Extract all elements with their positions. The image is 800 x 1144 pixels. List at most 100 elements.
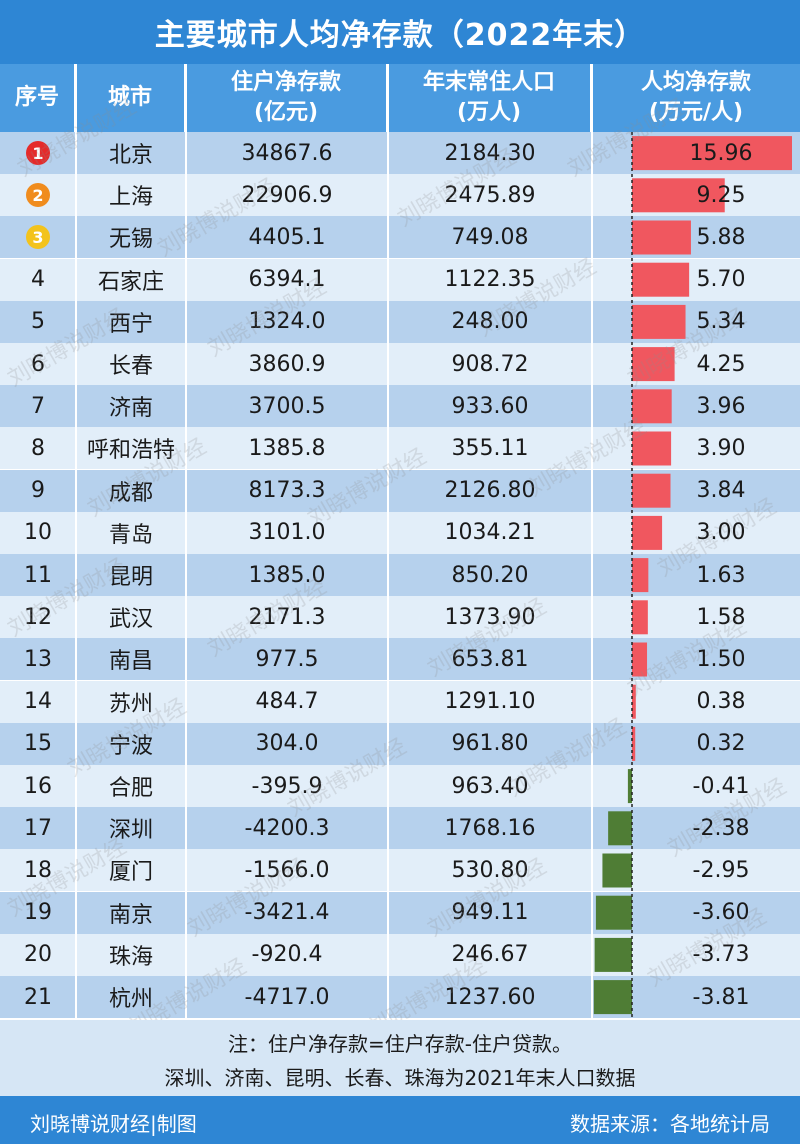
cell-deposit: -3421.4 xyxy=(186,892,388,934)
table-row: 8 呼和浩特 1385.8 355.11 3.90 xyxy=(0,427,800,470)
table-row: 4 石家庄 6394.1 1122.35 5.70 xyxy=(0,258,800,301)
cell-text: 16 xyxy=(24,773,52,799)
header-percap-line1: 人均净存款 xyxy=(640,70,751,95)
table-row: 21 杭州 -4717.0 1237.60 -3.81 xyxy=(0,976,800,1018)
cell-per-capita: -3.73 xyxy=(642,934,800,976)
cell-population: 1122.35 xyxy=(388,259,592,301)
cell-text: 上海 xyxy=(108,185,153,211)
cell-text: 1122.35 xyxy=(444,267,536,293)
cell-population: 963.40 xyxy=(388,765,592,807)
table-row: 18 厦门 -1566.0 530.80 -2.95 xyxy=(0,849,800,892)
cell-text: 4.25 xyxy=(696,351,746,377)
cell-population: 355.11 xyxy=(388,427,592,469)
cell-population: 1034.21 xyxy=(388,512,592,554)
column-divider xyxy=(387,64,389,1022)
cell-text: 深圳 xyxy=(108,818,153,844)
cell-text: 3101.0 xyxy=(248,520,326,546)
cell-text: 1324.0 xyxy=(248,309,326,335)
cell-text: 1.58 xyxy=(696,604,746,630)
cell-text: 6 xyxy=(31,351,45,377)
table-row: 1 北京 34867.6 2184.30 15.96 xyxy=(0,132,800,174)
cell-rank: 19 xyxy=(0,892,76,934)
cell-text: 3860.9 xyxy=(248,351,326,377)
cell-text: 977.5 xyxy=(255,646,319,672)
table-row: 11 昆明 1385.0 850.20 1.63 xyxy=(0,554,800,596)
cell-text: 246.67 xyxy=(451,942,529,968)
cell-rank: 9 xyxy=(0,470,76,512)
table-row: 2 上海 22906.9 2475.89 9.25 xyxy=(0,174,800,217)
table-row: 10 青岛 3101.0 1034.21 3.00 xyxy=(0,511,800,554)
cell-deposit: 484.7 xyxy=(186,681,388,723)
cell-city: 南昌 xyxy=(76,638,186,680)
cell-text: 昆明 xyxy=(108,565,153,590)
cell-text: 宁波 xyxy=(108,733,153,759)
cell-text: 1237.60 xyxy=(444,984,536,1010)
cell-city: 长春 xyxy=(76,343,186,385)
cell-text: 合肥 xyxy=(108,776,153,801)
cell-text: 961.80 xyxy=(451,731,529,757)
cell-deposit: 3101.0 xyxy=(186,512,388,554)
cell-text: 1385.8 xyxy=(248,435,326,461)
cell-text: 949.11 xyxy=(451,900,529,926)
cell-text: 5.34 xyxy=(696,309,746,335)
cell-text: 0.32 xyxy=(696,731,746,757)
cell-rank: 12 xyxy=(0,596,76,638)
cell-population: 933.60 xyxy=(388,385,592,427)
cell-city: 苏州 xyxy=(76,681,186,723)
cell-deposit: -920.4 xyxy=(186,934,388,976)
cell-text: 3.84 xyxy=(696,478,746,504)
cell-deposit: -4717.0 xyxy=(186,976,388,1018)
rank-badge: 1 xyxy=(26,141,50,165)
cell-rank: 2 xyxy=(0,174,76,216)
cell-text: 530.80 xyxy=(451,857,529,883)
cell-per-capita: 3.00 xyxy=(642,512,800,554)
cell-text: 1385.0 xyxy=(248,562,326,588)
cell-population: 1291.10 xyxy=(388,681,592,723)
cell-text: -920.4 xyxy=(251,942,323,968)
table-row: 7 济南 3700.5 933.60 3.96 xyxy=(0,385,800,428)
cell-per-capita: 5.34 xyxy=(642,301,800,343)
header-population: 年末常住人口 (万人) xyxy=(388,64,592,132)
cell-per-capita: -0.41 xyxy=(642,765,800,807)
table-row: 17 深圳 -4200.3 1768.16 -2.38 xyxy=(0,807,800,850)
footer: 刘晓博说财经|制图 数据来源：各地统计局 xyxy=(0,1096,800,1144)
cell-deposit: -1566.0 xyxy=(186,849,388,891)
cell-text: 1373.90 xyxy=(444,604,536,630)
cell-city: 南京 xyxy=(76,892,186,934)
header-city: 城市 xyxy=(76,64,186,132)
cell-text: -3421.4 xyxy=(244,900,330,926)
cell-per-capita: 1.58 xyxy=(642,596,800,638)
table-row: 3 无锡 4405.1 749.08 5.88 xyxy=(0,216,800,259)
cell-deposit: 3860.9 xyxy=(186,343,388,385)
cell-text: 17 xyxy=(24,815,52,841)
cell-text: 成都 xyxy=(108,480,153,506)
cell-city: 北京 xyxy=(76,132,186,174)
cell-rank: 1 xyxy=(0,132,76,174)
cell-text: 18 xyxy=(24,857,52,883)
column-divider xyxy=(591,64,593,1022)
cell-per-capita: 0.32 xyxy=(642,723,800,765)
cell-text: -4717.0 xyxy=(244,984,330,1010)
cell-rank: 15 xyxy=(0,723,76,765)
cell-rank: 6 xyxy=(0,343,76,385)
header-rank-label: 序号 xyxy=(14,85,59,110)
cell-text: 484.7 xyxy=(255,689,319,715)
cell-rank: 11 xyxy=(0,554,76,596)
cell-text: 武汉 xyxy=(108,607,153,633)
cell-text: -1566.0 xyxy=(244,857,330,883)
cell-deposit: 22906.9 xyxy=(186,174,388,216)
table-row: 19 南京 -3421.4 949.11 -3.60 xyxy=(0,891,800,934)
cell-text: 1768.16 xyxy=(444,815,536,841)
cell-rank: 10 xyxy=(0,512,76,554)
cell-text: 1.63 xyxy=(696,562,746,588)
cell-text: 西宁 xyxy=(108,311,153,337)
cell-population: 2475.89 xyxy=(388,174,592,216)
cell-population: 949.11 xyxy=(388,892,592,934)
cell-text: 珠海 xyxy=(108,944,153,970)
cell-deposit: -395.9 xyxy=(186,765,388,807)
cell-city: 宁波 xyxy=(76,723,186,765)
cell-per-capita: 5.70 xyxy=(642,259,800,301)
cell-rank: 14 xyxy=(0,681,76,723)
cell-text: 济南 xyxy=(108,396,153,422)
